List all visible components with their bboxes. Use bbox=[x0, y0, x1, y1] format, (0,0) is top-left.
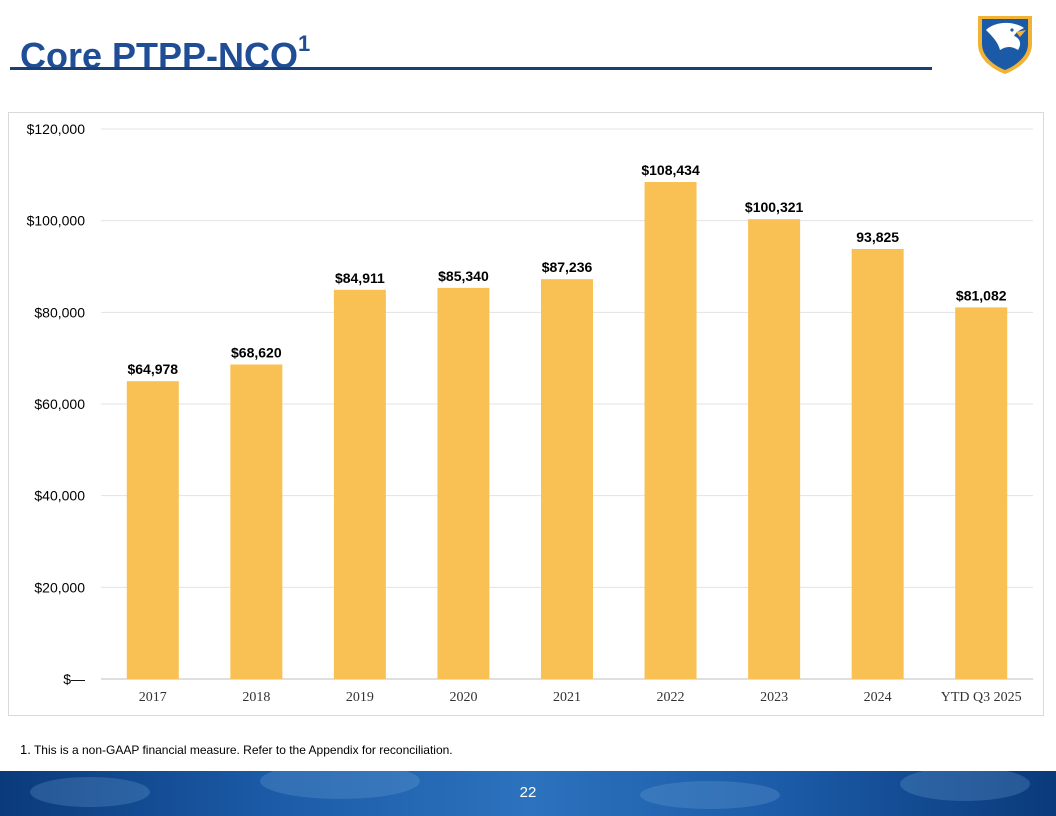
y-tick-label: $60,000 bbox=[34, 396, 85, 412]
page-title: Core PTPP-NCO1 bbox=[20, 26, 310, 78]
data-label: 93,825 bbox=[856, 229, 899, 245]
title-footnote-marker: 1 bbox=[298, 31, 311, 56]
x-tick-label: 2019 bbox=[346, 690, 374, 705]
y-tick-label: $— bbox=[63, 671, 85, 687]
title-underline bbox=[10, 67, 932, 70]
x-tick-label: 2018 bbox=[242, 690, 270, 705]
eagle-shield-logo bbox=[978, 16, 1032, 74]
bar bbox=[851, 248, 904, 679]
data-label: $100,321 bbox=[745, 199, 804, 215]
bar-chart: $— $20,000 $40,000 $60,000 $80,000 $100,000 $1… bbox=[27, 121, 1033, 705]
x-tick-label: 2021 bbox=[553, 690, 581, 705]
data-label: $64,978 bbox=[127, 361, 178, 377]
bar bbox=[541, 279, 593, 679]
bar bbox=[333, 289, 386, 679]
y-tick-label: $80,000 bbox=[34, 304, 85, 320]
page-number: 22 bbox=[519, 784, 537, 801]
footer-band bbox=[0, 771, 1056, 816]
x-tick-label: YTD Q3 2025 bbox=[941, 690, 1022, 705]
data-label: $68,620 bbox=[231, 344, 282, 360]
chart-frame: $— $20,000 $40,000 $60,000 $80,000 $100,000 $1… bbox=[8, 112, 1044, 716]
data-label: $108,434 bbox=[641, 162, 700, 178]
x-tick-label: 2023 bbox=[760, 690, 788, 705]
footnote-text: This is a non-GAAP financial measure. Re… bbox=[33, 743, 453, 757]
x-tick-label: 2024 bbox=[864, 690, 892, 705]
x-tick-label: 2020 bbox=[449, 690, 477, 705]
y-tick-label: $120,000 bbox=[27, 121, 86, 137]
data-label: $87,236 bbox=[542, 259, 593, 275]
bar bbox=[955, 307, 1008, 679]
footnote-number: 1. bbox=[20, 742, 31, 757]
bar bbox=[437, 287, 490, 679]
data-label: $81,082 bbox=[956, 287, 1007, 303]
footnote: 1. This is a non-GAAP financial measure.… bbox=[20, 742, 453, 757]
x-tick-label: 2017 bbox=[139, 690, 167, 705]
bar bbox=[126, 381, 179, 679]
x-tick-label: 2022 bbox=[657, 690, 685, 705]
bar bbox=[230, 364, 283, 679]
y-tick-label: $100,000 bbox=[27, 213, 86, 229]
data-label: $85,340 bbox=[438, 268, 489, 284]
data-label: $84,911 bbox=[335, 270, 385, 286]
bar bbox=[748, 219, 801, 679]
y-tick-label: $40,000 bbox=[34, 488, 85, 504]
bar bbox=[644, 182, 697, 679]
y-tick-label: $20,000 bbox=[34, 579, 85, 595]
